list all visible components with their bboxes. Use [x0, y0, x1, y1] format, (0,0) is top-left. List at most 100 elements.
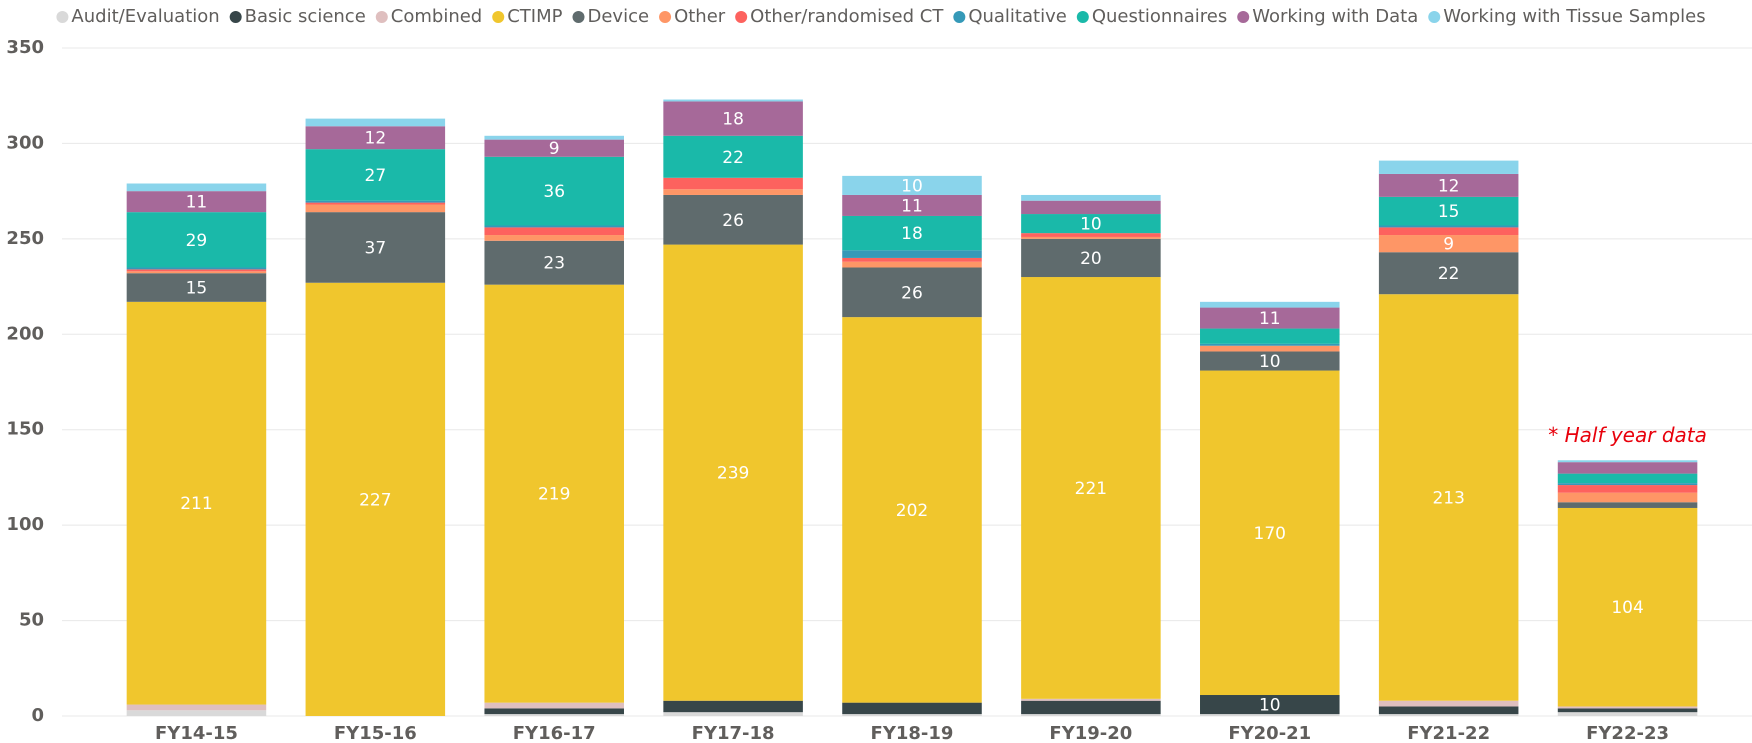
data-label: 239 — [717, 464, 749, 484]
bar-segment — [1378, 252, 1519, 295]
bar-segment — [1021, 194, 1161, 201]
legend-label: Questionnaires — [1092, 6, 1227, 27]
bar-segment — [1378, 714, 1519, 716]
bar-segment — [1378, 225, 1519, 228]
bar-segment — [305, 118, 446, 127]
legend-marker — [1237, 11, 1250, 23]
legend-marker — [735, 11, 748, 23]
bar-segment — [1378, 706, 1519, 715]
data-label: 10 — [1259, 352, 1281, 372]
bar-segment — [484, 135, 624, 140]
x-tick-label: FY14-15 — [155, 723, 238, 743]
legend-label: CTIMP — [507, 6, 562, 27]
bar-segment — [663, 99, 803, 102]
bar-segment — [305, 202, 446, 205]
x-tick-label: FY22-23 — [1586, 723, 1669, 743]
data-label: 36 — [543, 182, 565, 202]
y-tick-label: 200 — [6, 323, 44, 344]
legend-label: Working with Data — [1252, 6, 1418, 27]
bar-segment — [663, 712, 803, 716]
bar-segment — [842, 317, 982, 703]
legend-marker — [953, 11, 966, 23]
data-label: 20 — [1080, 249, 1102, 269]
bar-segment — [126, 191, 267, 213]
bar-segment — [1378, 227, 1519, 236]
y-tick-label: 250 — [6, 228, 44, 249]
bar-segment — [1021, 238, 1161, 278]
data-label: 9 — [1443, 235, 1454, 255]
y-tick-label: 350 — [6, 37, 44, 58]
bar-segment — [1557, 708, 1698, 713]
y-tick-label: 100 — [6, 514, 44, 535]
bar-segment — [1021, 233, 1161, 237]
bar-segment — [663, 177, 803, 190]
bar-segment — [484, 139, 624, 157]
bar-segment — [1200, 695, 1340, 715]
bar-segment — [842, 215, 982, 251]
bar-segment — [1021, 214, 1161, 234]
legend-label: Combined — [391, 6, 482, 27]
legend-marker — [1076, 11, 1089, 23]
x-tick-label: FY16-17 — [513, 723, 596, 743]
bar-segment — [1378, 235, 1519, 253]
bar-segment — [305, 200, 446, 203]
data-label: 221 — [1075, 479, 1107, 499]
bar-segment — [842, 250, 982, 258]
data-label: 12 — [365, 129, 387, 149]
bar-segment — [484, 240, 624, 285]
y-tick-label: 50 — [19, 610, 44, 631]
data-label: 211 — [180, 494, 212, 514]
bar-segment — [126, 273, 267, 302]
bar-segment — [126, 710, 267, 716]
bar-segment — [1200, 301, 1340, 308]
bar-segment — [126, 267, 267, 270]
bar-segment — [1557, 706, 1698, 709]
legend-marker — [1428, 11, 1441, 23]
bar-segment — [842, 175, 982, 195]
bar-segment — [1557, 485, 1698, 493]
bar-segment — [1200, 307, 1340, 329]
bar-segment — [1557, 712, 1698, 716]
legend-marker — [375, 11, 388, 23]
bar-segment — [663, 700, 803, 713]
y-tick-label: 150 — [6, 419, 44, 440]
x-tick-label: FY19-20 — [1049, 723, 1132, 743]
bar-segment — [126, 271, 267, 274]
bar-segment — [663, 135, 803, 178]
data-label: 170 — [1254, 524, 1286, 544]
data-label: 22 — [722, 148, 744, 168]
y-tick-label: 0 — [31, 705, 44, 726]
legend-label: Audit/Evaluation — [71, 6, 219, 27]
data-label: 22 — [1438, 264, 1460, 284]
bar-segment — [842, 714, 982, 716]
legend-marker — [229, 11, 242, 23]
bar-segment — [1021, 714, 1161, 716]
bar-segment — [663, 189, 803, 195]
bar-segment — [484, 227, 624, 236]
bar-segment — [1200, 351, 1340, 371]
data-label: 26 — [722, 211, 744, 231]
bar-segment — [842, 702, 982, 715]
bar-segment — [305, 282, 446, 716]
bar-segment — [1021, 236, 1161, 239]
bar-segment — [126, 704, 267, 711]
data-label: 18 — [722, 110, 744, 130]
bar-segment — [842, 267, 982, 318]
bar-segment — [1021, 698, 1161, 701]
bar-segment — [305, 149, 446, 201]
data-label: 12 — [1438, 176, 1460, 196]
legend: Audit/Evaluation Basic science Combined CTI… — [56, 6, 1706, 27]
data-label: 15 — [186, 279, 208, 299]
bar-segment — [484, 284, 624, 703]
bar-segment — [1021, 200, 1161, 215]
x-tick-label: FY20-21 — [1228, 723, 1311, 743]
bar-segment — [305, 204, 446, 213]
bar-segment — [126, 212, 267, 268]
bar-segment — [1021, 700, 1161, 715]
bar-segment — [1378, 700, 1519, 707]
x-tick-label: FY21-22 — [1407, 723, 1490, 743]
legend-marker — [659, 11, 672, 23]
bar-segment — [484, 156, 624, 226]
bar-segment — [1200, 345, 1340, 352]
